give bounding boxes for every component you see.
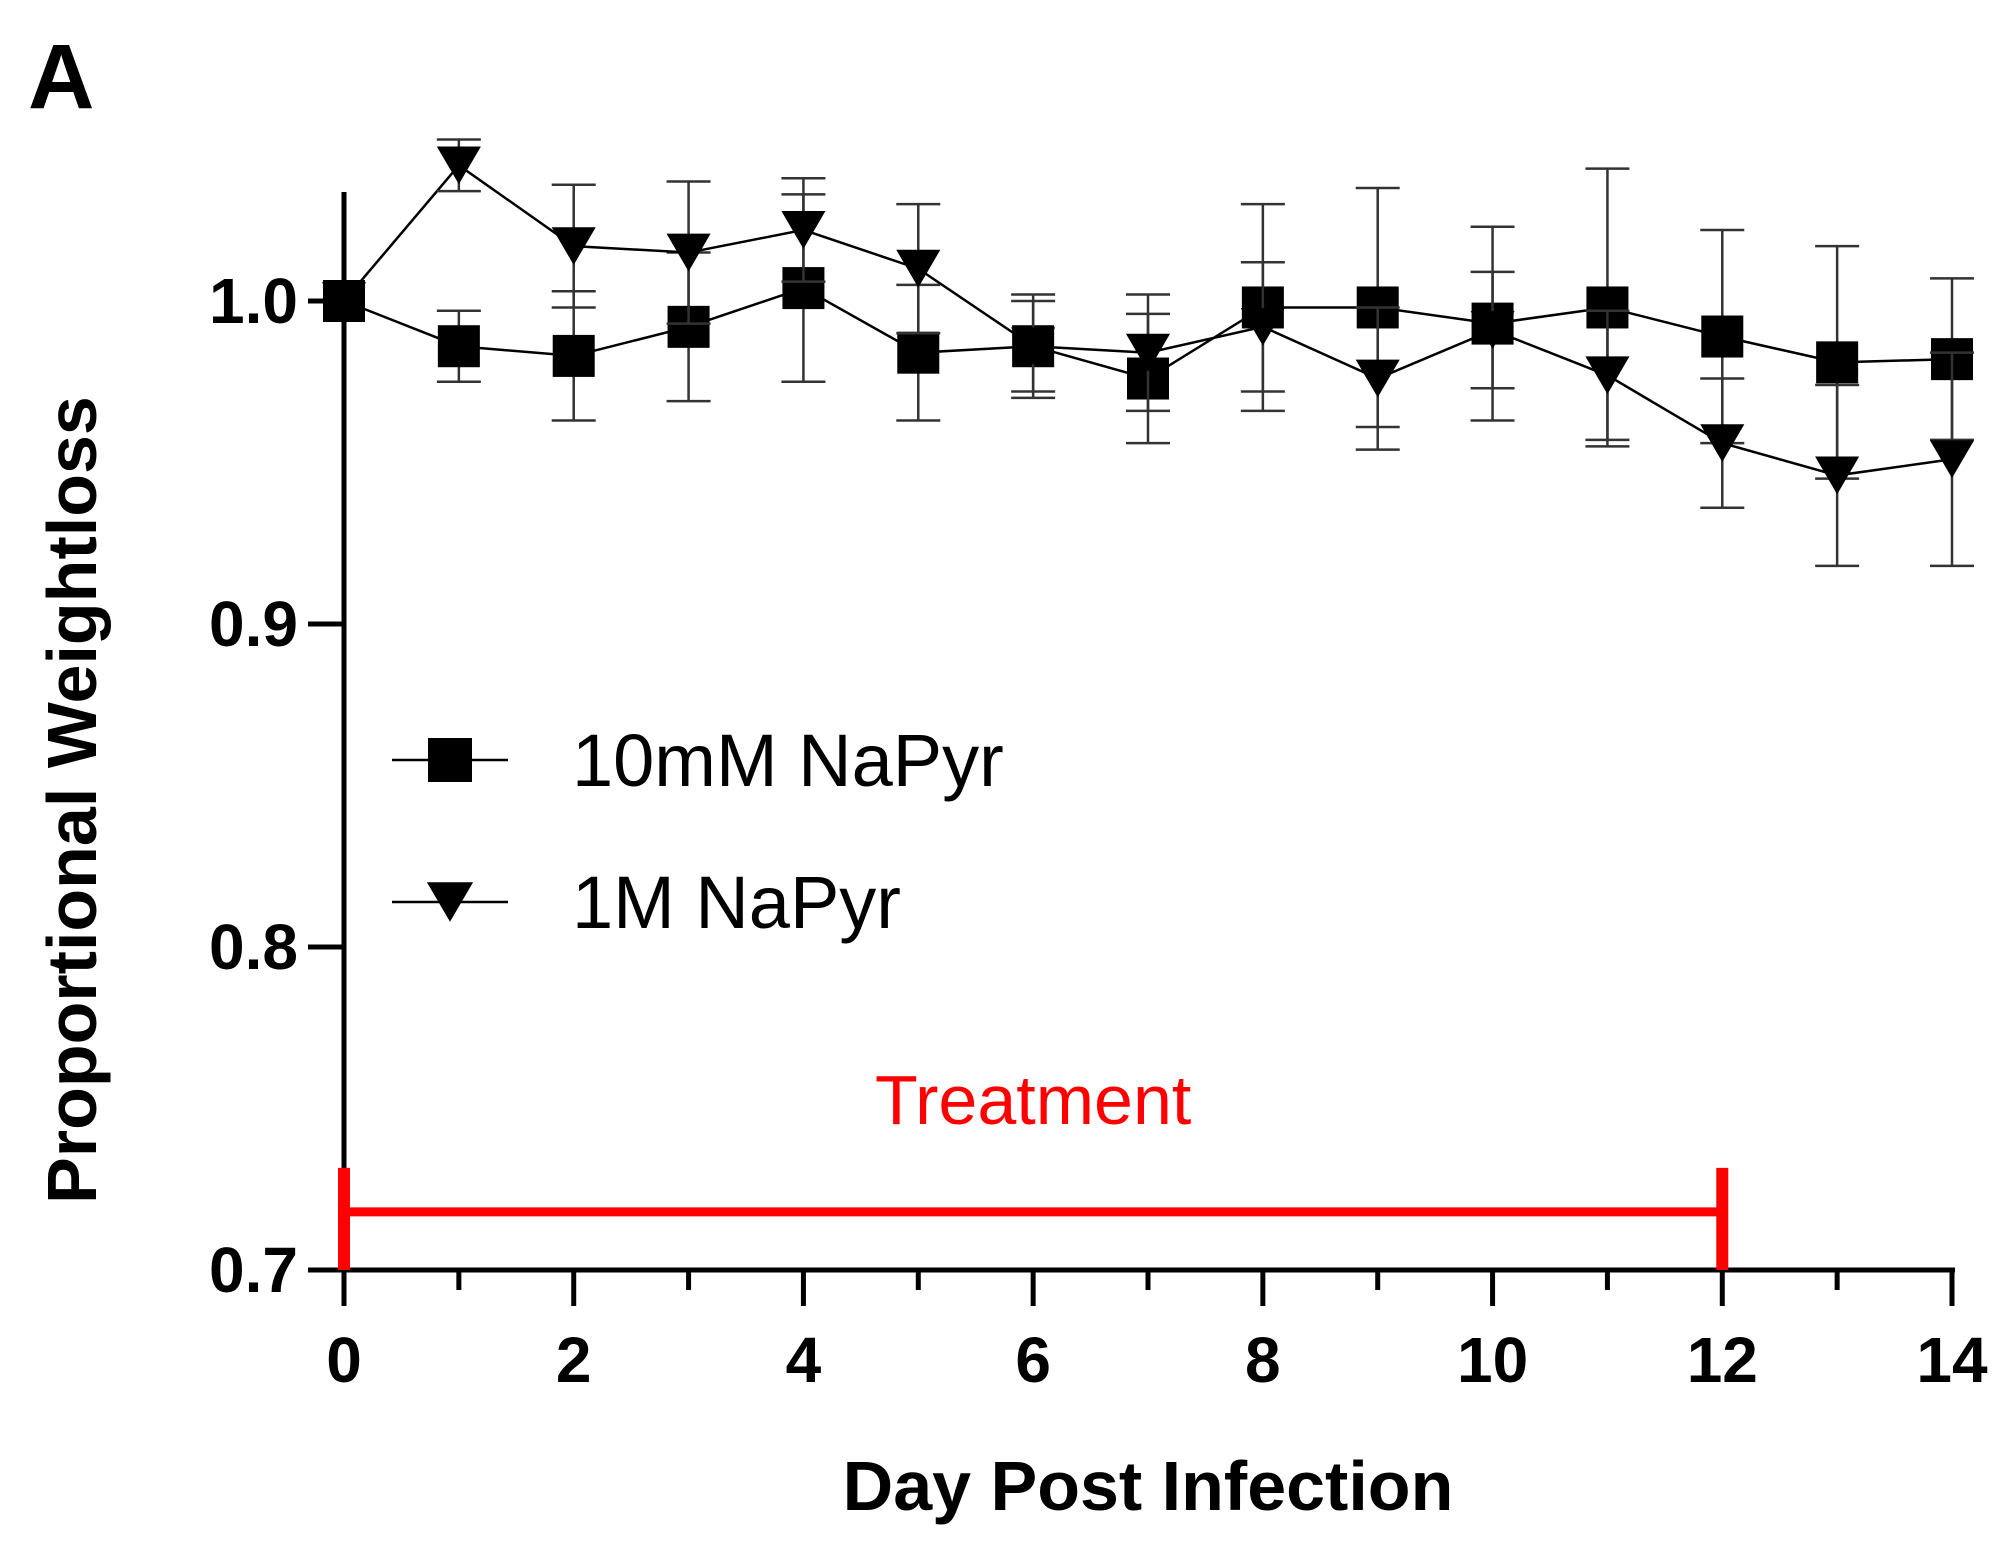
series-1m-point: [1240, 307, 1285, 346]
x-tick-label: 2: [556, 1324, 592, 1396]
series-10mm-point: [1701, 315, 1744, 358]
x-tick-label: 10: [1457, 1324, 1528, 1396]
series-1m-point: [551, 227, 596, 265]
y-tick-label: 0.7: [209, 1234, 298, 1306]
series-1m-point: [1585, 356, 1630, 395]
data-series: [321, 138, 1975, 568]
series-1m-point: [666, 233, 711, 272]
treatment-label: Treatment: [875, 1061, 1191, 1139]
series-1m-point: [896, 249, 941, 288]
y-axis-title: Proportional Weightloss: [33, 396, 111, 1204]
x-tick-label: 0: [326, 1324, 362, 1396]
series-1m-point: [1815, 456, 1860, 495]
series-1m: [321, 138, 1975, 568]
series-1m-point: [1470, 311, 1515, 349]
series-10mm-point: [552, 334, 595, 377]
series-10mm-point: [1816, 341, 1859, 384]
series-1m-point: [1011, 327, 1056, 366]
x-tick-label: 4: [786, 1324, 822, 1396]
y-tick-label: 1.0: [209, 265, 298, 337]
axes: 0.7 0.8 0.9 1.0 0 2 4 6 8 10 12 14 Day Post Infectio…: [33, 192, 1988, 1525]
series-1m-point: [321, 282, 367, 320]
series-1m-point: [436, 146, 481, 185]
legend-1m-marker: [426, 882, 474, 922]
x-tick-label: 12: [1687, 1324, 1758, 1396]
series-10mm-point: [897, 331, 940, 374]
y-tick-label: 0.9: [209, 588, 298, 660]
series-1m-point: [1700, 424, 1745, 463]
x-tick-label: 14: [1916, 1324, 1988, 1396]
legend-1m-label: 1M NaPyr: [572, 861, 901, 944]
series-1m-point: [781, 211, 826, 249]
series-10mm-point: [437, 325, 480, 368]
legend-10mm-label: 10mM NaPyr: [572, 719, 1004, 802]
x-tick-label: 6: [1015, 1324, 1051, 1396]
series-1m-point: [1929, 440, 1975, 479]
legend-10mm-marker: [428, 738, 472, 782]
x-tick-label: 8: [1245, 1324, 1281, 1396]
annotations: Treatment: [338, 1061, 1729, 1270]
series-1m-point: [1355, 359, 1400, 398]
y-tick-label: 0.8: [209, 911, 298, 983]
panel-letter: A: [28, 26, 94, 128]
legend: 10mM NaPyr 1M NaPyr: [392, 719, 1004, 944]
series-1m-point: [1125, 333, 1171, 372]
x-axis-title: Day Post Infection: [843, 1447, 1454, 1525]
